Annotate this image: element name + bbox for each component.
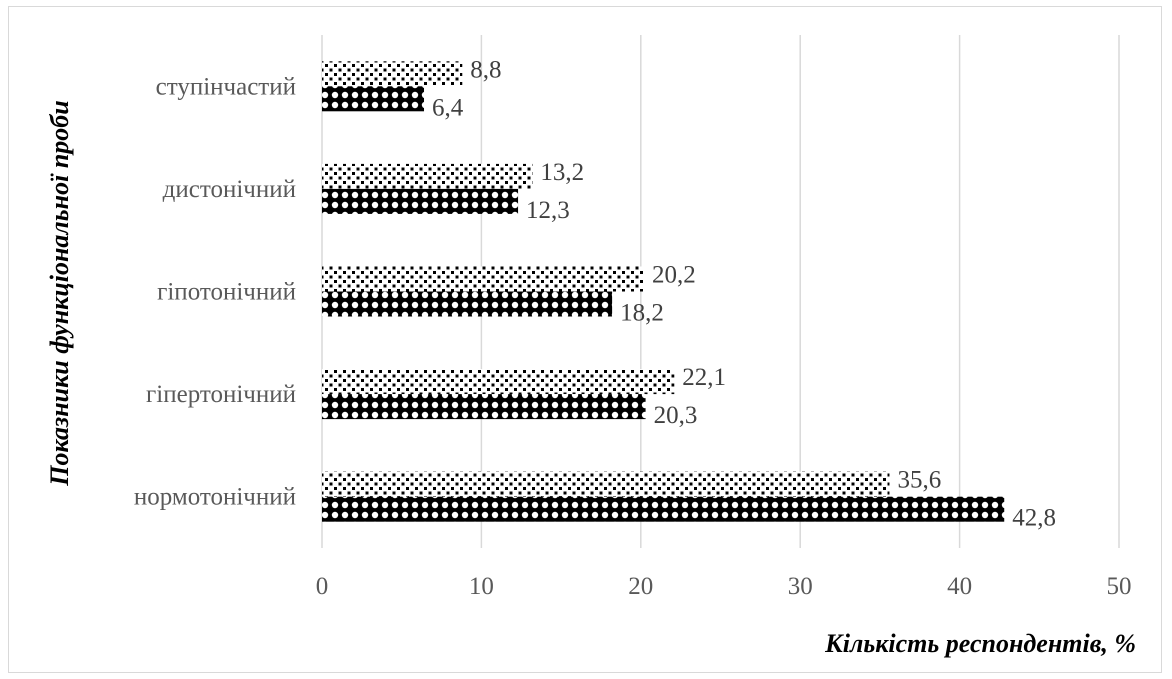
data-label: 20,3 — [654, 402, 698, 429]
x-axis-title: Кількість респондентів, % — [824, 629, 1136, 658]
bar-series-2 — [322, 496, 1005, 522]
data-label: 20,2 — [652, 262, 696, 289]
category-label: нормотонічний — [134, 484, 296, 511]
x-tick-label: 40 — [947, 573, 972, 600]
bar-series-1 — [322, 266, 644, 292]
x-tick-label: 20 — [628, 573, 653, 600]
bar-series-1 — [322, 163, 533, 189]
bar-series-1 — [322, 471, 890, 497]
bar-series-2 — [322, 86, 425, 112]
data-label: 35,6 — [897, 467, 941, 494]
data-label: 18,2 — [620, 300, 664, 327]
category-label: ступінчастий — [156, 73, 296, 100]
x-tick-label: 10 — [469, 573, 494, 600]
bar-series-2 — [322, 291, 613, 317]
data-label: 6,4 — [432, 94, 464, 121]
x-tick-label: 50 — [1107, 573, 1132, 600]
data-label: 12,3 — [526, 197, 570, 224]
data-label: 42,8 — [1012, 505, 1056, 532]
category-label: гіпотонічний — [157, 279, 296, 306]
x-tick-label: 30 — [788, 573, 813, 600]
bar-series-2 — [322, 188, 519, 214]
category-label: дистонічний — [163, 176, 296, 203]
bar-series-2 — [322, 394, 646, 420]
chart-frame — [8, 6, 1162, 673]
data-label: 13,2 — [540, 159, 584, 186]
category-label: гіпертонічний — [146, 381, 296, 408]
data-label: 22,1 — [682, 364, 726, 391]
bar-series-1 — [322, 369, 675, 395]
bar-series-1 — [322, 61, 463, 87]
data-label: 8,8 — [470, 56, 501, 83]
x-tick-label: 0 — [316, 573, 329, 600]
y-axis-title: Показники функціональної проби — [45, 100, 74, 486]
